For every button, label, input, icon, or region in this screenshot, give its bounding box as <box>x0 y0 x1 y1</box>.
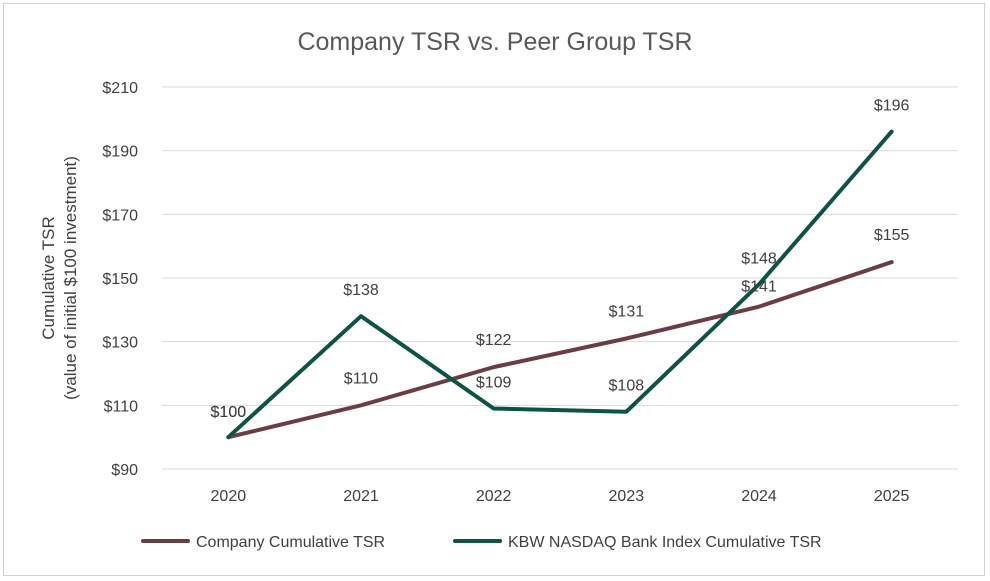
data-label-company: $100 <box>211 404 247 421</box>
y-tick-label: $150 <box>102 271 138 288</box>
x-tick-label: 2022 <box>476 488 512 505</box>
y-tick-label: $170 <box>102 207 138 224</box>
x-tick-label: 2024 <box>741 488 777 505</box>
x-tick-label: 2020 <box>211 488 247 505</box>
y-tick-label: $90 <box>111 462 138 479</box>
data-label-kbw: $148 <box>741 250 777 267</box>
data-label-kbw: $196 <box>874 98 910 115</box>
x-tick-label: 2025 <box>874 488 910 505</box>
chart-frame <box>3 3 985 576</box>
data-label-company: $122 <box>476 332 512 349</box>
y-axis-label-line1: Cumulative TSR <box>39 216 58 339</box>
legend: Company Cumulative TSR KBW NASDAQ Bank I… <box>141 534 822 551</box>
y-axis-ticks: $90 $110 $130 $150 $170 $190 $210 <box>102 80 138 479</box>
data-label-company: $155 <box>874 227 910 244</box>
series-line-kbw <box>226 129 894 440</box>
data-label-company: $110 <box>344 370 379 387</box>
gridlines <box>162 86 958 470</box>
data-label-kbw: $108 <box>609 378 645 395</box>
y-axis-label-line2: (value of initial $100 investment) <box>61 156 80 400</box>
data-label-kbw: $138 <box>343 282 379 299</box>
y-tick-label: $210 <box>102 80 138 97</box>
y-tick-label: $110 <box>104 398 139 415</box>
x-tick-label: 2021 <box>343 488 379 505</box>
data-label-company: $131 <box>609 303 645 320</box>
series-lines <box>226 129 894 440</box>
x-tick-label: 2023 <box>609 488 645 505</box>
data-label-company: $141 <box>741 279 777 296</box>
y-tick-label: $130 <box>102 335 138 352</box>
y-tick-label: $190 <box>102 144 138 161</box>
data-labels: $100$110$122$131$141$155$100$138$109 $108… <box>211 98 910 422</box>
chart-title: Company TSR vs. Peer Group TSR <box>297 28 692 56</box>
legend-label-company: Company Cumulative TSR <box>196 534 385 551</box>
data-label-kbw: $100 <box>211 404 247 421</box>
legend-label-kbw: KBW NASDAQ Bank Index Cumulative TSR <box>508 534 822 551</box>
x-axis-ticks: 2020 2021 2022 2023 2024 2025 <box>211 488 910 505</box>
data-label-kbw: $109 <box>476 375 512 392</box>
series-line-company <box>226 260 894 440</box>
